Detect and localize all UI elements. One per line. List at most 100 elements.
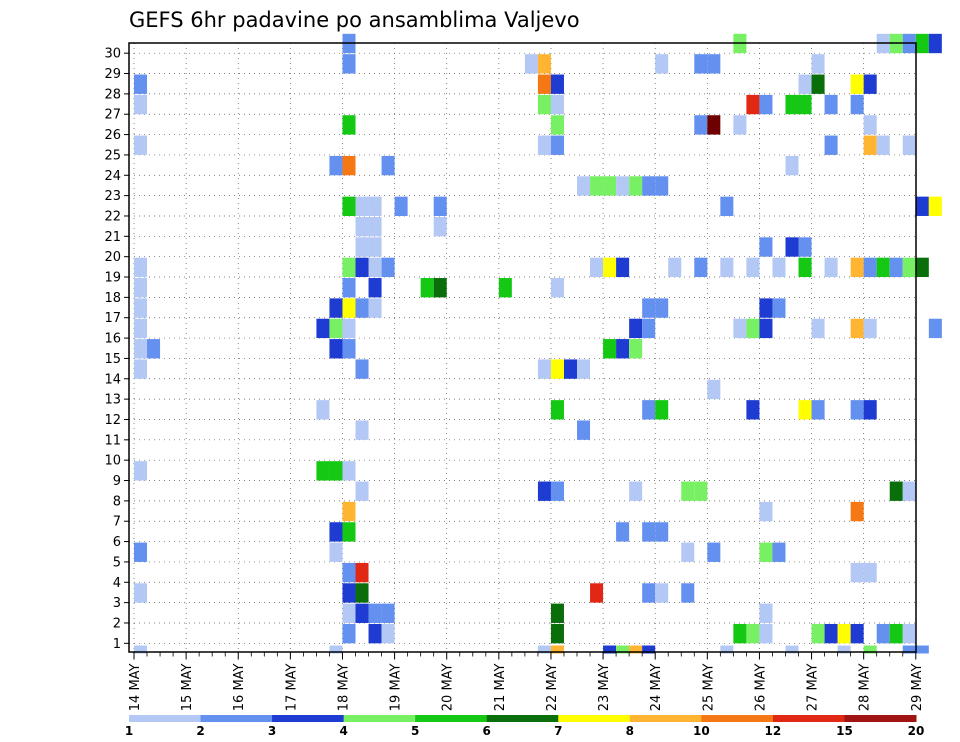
heatmap-cell — [616, 339, 630, 359]
heatmap-cell — [759, 542, 773, 562]
heatmap-cell — [733, 115, 747, 135]
heatmap-cell — [746, 623, 760, 644]
heatmap-cell — [772, 257, 786, 278]
heatmap-cell — [655, 298, 669, 318]
x-tick-label: 25 MAY — [701, 663, 716, 711]
heatmap-cell — [824, 257, 838, 278]
heatmap-cell — [642, 298, 656, 318]
heatmap-cell — [433, 216, 447, 237]
heatmap-cell — [707, 379, 721, 400]
heatmap-cell — [759, 603, 773, 623]
heatmap-cell — [915, 257, 929, 278]
heatmap-cell — [381, 155, 395, 176]
heatmap-cell — [889, 481, 903, 501]
legend-swatch — [200, 715, 273, 722]
heatmap-cell — [342, 562, 356, 583]
heatmap-cell — [850, 74, 864, 94]
heatmap-cell — [355, 603, 369, 623]
heatmap-cell — [550, 359, 564, 379]
heatmap-cell — [355, 216, 369, 237]
heatmap-cell — [902, 257, 916, 278]
heatmap-cell — [707, 115, 721, 135]
legend-label: 10 — [693, 724, 710, 738]
heatmap-cell — [368, 216, 382, 237]
heatmap-cell — [811, 54, 825, 74]
legend-swatch — [486, 715, 559, 722]
legend-label: 15 — [836, 724, 853, 738]
x-tick-label: 19 MAY — [389, 663, 404, 711]
heatmap-cell — [134, 339, 148, 359]
heatmap-cell — [668, 257, 682, 278]
heatmap-cell — [863, 645, 877, 654]
heatmap-cell — [928, 196, 942, 216]
x-tick-label: 28 MAY — [858, 663, 873, 711]
y-tick-label: 1 — [113, 637, 121, 652]
heatmap-cell — [342, 196, 356, 216]
heatmap-cell — [329, 542, 343, 562]
heatmap-cell — [876, 135, 890, 155]
legend-label: 3 — [268, 724, 276, 738]
heatmap-cell — [577, 359, 591, 379]
heatmap-cell — [811, 74, 825, 94]
heatmap-cell — [134, 461, 148, 481]
x-tick-label: 24 MAY — [649, 663, 664, 711]
heatmap-cell — [863, 257, 877, 278]
heatmap-cell — [759, 94, 773, 115]
heatmap-cell — [798, 237, 812, 257]
heatmap-cell — [694, 481, 708, 501]
legend-swatch — [844, 715, 917, 722]
heatmap-cell — [837, 645, 851, 654]
heatmap-cell — [329, 461, 343, 481]
heatmap-cell — [134, 645, 148, 654]
heatmap-cell — [876, 257, 890, 278]
legend-swatch — [272, 715, 345, 722]
x-tick-label: 29 MAY — [910, 663, 925, 711]
x-tick-label: 15 MAY — [180, 663, 195, 711]
heatmap-cell — [642, 645, 656, 654]
heatmap-cell — [811, 623, 825, 644]
heatmap-cell — [655, 54, 669, 74]
heatmap-cell — [798, 257, 812, 278]
legend-label: 2 — [196, 724, 204, 738]
heatmap-cell — [329, 645, 343, 654]
y-tick-label: 20 — [104, 250, 121, 265]
heatmap-cell — [876, 623, 890, 644]
heatmap-cell — [433, 196, 447, 216]
heatmap-cell — [355, 257, 369, 278]
heatmap-cell — [928, 33, 942, 54]
heatmap-cell — [537, 94, 551, 115]
y-tick-label: 5 — [113, 555, 121, 570]
heatmap-cell — [381, 623, 395, 644]
heatmap-cell — [394, 196, 408, 216]
heatmap-cell — [759, 298, 773, 318]
heatmap-cell — [642, 318, 656, 339]
y-axis-ticks: 1234567891011121314151617181920212223242… — [104, 47, 129, 652]
heatmap-cell — [420, 278, 434, 298]
heatmap-cell — [785, 155, 799, 176]
heatmap-cell — [342, 603, 356, 623]
heatmap-cell — [785, 94, 799, 115]
heatmap-cell — [759, 623, 773, 644]
heatmap-cell — [902, 645, 916, 654]
heatmap-cell — [863, 74, 877, 94]
heatmap-cell — [655, 522, 669, 542]
heatmap-cell — [537, 481, 551, 501]
heatmap-cell — [342, 115, 356, 135]
heatmap-cell — [928, 318, 942, 339]
heatmap-cell — [720, 645, 734, 654]
heatmap-cell — [746, 94, 760, 115]
heatmap-cell — [694, 54, 708, 74]
y-tick-label: 9 — [113, 474, 121, 489]
heatmap-cell — [850, 623, 864, 644]
heatmap-cell — [746, 257, 760, 278]
heatmap-cell — [733, 318, 747, 339]
y-tick-label: 27 — [104, 108, 121, 123]
heatmap-cell — [616, 257, 630, 278]
heatmap-cell — [863, 318, 877, 339]
heatmap-cell — [316, 318, 330, 339]
heatmap-cell — [590, 176, 604, 196]
x-axis-ticks: 14 MAY 15 MAY 16 MAY 17 MAY 18 MAY 19 MAY 20 M… — [128, 652, 925, 711]
heatmap-cell — [707, 542, 721, 562]
y-tick-label: 13 — [104, 393, 121, 408]
legend-label: 20 — [908, 724, 925, 738]
